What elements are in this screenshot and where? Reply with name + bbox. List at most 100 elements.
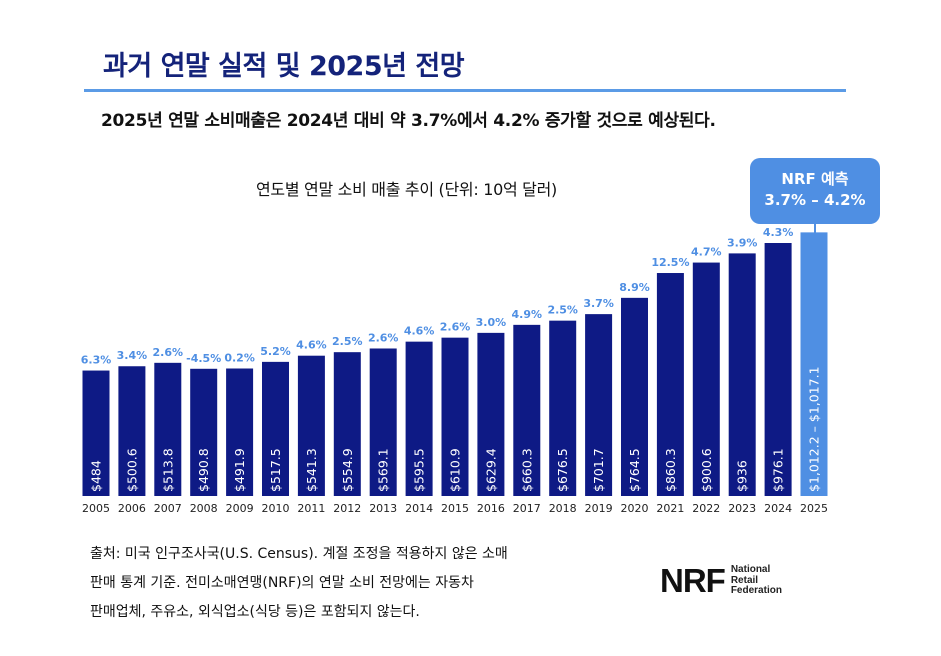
value-label-2017: $660.3 xyxy=(519,448,534,492)
bar-2020 xyxy=(621,297,648,496)
logo-line-1: National xyxy=(730,564,771,576)
bar-2015 xyxy=(441,337,469,496)
value-label-2024: $976.1 xyxy=(771,448,786,492)
value-label-2012: $554.9 xyxy=(340,448,355,492)
bar-2021 xyxy=(656,273,684,496)
bar-2010 xyxy=(262,361,289,496)
growth-label-2006: 3.4% xyxy=(117,349,148,362)
bar-2017 xyxy=(513,324,541,496)
bar-2024 xyxy=(764,243,792,496)
logo-mark: NRF xyxy=(660,562,726,599)
value-label-2021: $860.3 xyxy=(663,448,678,492)
value-label-2010: $517.5 xyxy=(268,448,283,492)
x-tick-2010: 2010 xyxy=(262,502,290,515)
footnote-line-3: 판매업체, 주유소, 외식업소(식당 등)은 포함되지 않는다. xyxy=(90,604,420,620)
x-tick-2007: 2007 xyxy=(154,502,182,515)
x-tick-2012: 2012 xyxy=(333,502,361,515)
value-label-2013: $569.1 xyxy=(376,448,391,492)
bar-2012 xyxy=(333,352,361,496)
value-label-2009: $491.9 xyxy=(232,448,247,492)
growth-label-2011: 4.6% xyxy=(296,339,327,352)
bar-2007 xyxy=(154,362,182,496)
x-tick-2009: 2009 xyxy=(226,502,254,515)
value-label-2022: $900.6 xyxy=(699,448,714,492)
value-label-2015: $610.9 xyxy=(448,448,463,492)
x-tick-2022: 2022 xyxy=(692,502,720,515)
x-tick-2021: 2021 xyxy=(656,502,684,515)
forecast-callout: NRF 예측 3.7% – 4.2% xyxy=(750,158,880,224)
growth-label-2010: 5.2% xyxy=(260,345,291,358)
bar-2011 xyxy=(297,355,325,496)
value-label-2014: $595.5 xyxy=(412,448,427,492)
growth-label-2012: 2.5% xyxy=(332,335,363,348)
bar-2014 xyxy=(405,341,433,496)
title-divider xyxy=(84,89,846,92)
bar-2013 xyxy=(369,348,397,496)
x-tick-2019: 2019 xyxy=(585,502,613,515)
value-label-2005: $484 xyxy=(89,460,104,492)
growth-label-2020: 8.9% xyxy=(619,281,650,294)
x-tick-2023: 2023 xyxy=(728,502,756,515)
growth-label-2021: 12.5% xyxy=(651,256,689,269)
callout-heading: NRF 예측 xyxy=(781,170,849,188)
x-tick-2018: 2018 xyxy=(549,502,577,515)
value-label-2025: $1,012.2 – $1,017.1 xyxy=(807,366,822,492)
growth-label-2019: 3.7% xyxy=(583,297,614,310)
logo-wordmark: National Retail Federation xyxy=(731,565,782,597)
x-tick-2020: 2020 xyxy=(621,502,649,515)
bar-2018 xyxy=(549,320,577,496)
value-label-2020: $764.5 xyxy=(627,448,642,492)
growth-label-2014: 4.6% xyxy=(404,325,435,338)
footnote-line-1: 출처: 미국 인구조사국(U.S. Census). 계절 조정을 적용하지 않… xyxy=(90,546,508,562)
value-label-2011: $541.3 xyxy=(304,448,319,492)
growth-label-2018: 2.5% xyxy=(547,304,578,317)
footnote-line-2: 판매 통계 기준. 전미소매연맹(NRF)의 연말 소비 전망에는 자동차 xyxy=(90,575,474,591)
x-tick-2017: 2017 xyxy=(513,502,541,515)
growth-label-2005: 6.3% xyxy=(81,354,112,367)
value-label-2018: $676.5 xyxy=(555,448,570,492)
x-tick-2015: 2015 xyxy=(441,502,469,515)
bar-2023 xyxy=(728,253,756,496)
growth-label-2022: 4.7% xyxy=(691,246,722,259)
page-title: 과거 연말 실적 및 2025년 전망 xyxy=(103,51,465,82)
chart-title: 연도별 연말 소비 매출 추이 (단위: 10억 달러) xyxy=(256,180,557,199)
growth-label-2015: 2.6% xyxy=(440,321,471,334)
callout-connector xyxy=(814,224,816,244)
logo-line-2: Retail xyxy=(730,574,759,586)
bar-2009 xyxy=(226,368,254,496)
growth-label-2008: -4.5% xyxy=(186,352,221,365)
growth-label-2024: 4.3% xyxy=(763,226,794,239)
growth-label-2007: 2.6% xyxy=(153,346,184,359)
value-label-2019: $701.7 xyxy=(591,448,606,492)
value-label-2016: $629.4 xyxy=(483,448,498,492)
value-label-2008: $490.8 xyxy=(196,448,211,492)
source-footnote: 출처: 미국 인구조사국(U.S. Census). 계절 조정을 적용하지 않… xyxy=(90,540,610,627)
bar-2005 xyxy=(82,370,110,496)
growth-label-2016: 3.0% xyxy=(476,316,507,329)
growth-label-2009: 0.2% xyxy=(224,352,255,365)
value-label-2007: $513.8 xyxy=(160,448,175,492)
bar-2025 xyxy=(800,232,828,496)
bar-2008 xyxy=(190,368,218,496)
x-tick-2005: 2005 xyxy=(82,502,110,515)
bar-2016 xyxy=(477,332,505,496)
growth-label-2023: 3.9% xyxy=(727,236,758,249)
value-label-2006: $500.6 xyxy=(124,448,139,492)
bar-2019 xyxy=(585,314,613,496)
value-label-2023: $936 xyxy=(735,460,750,492)
growth-label-2017: 4.9% xyxy=(512,308,543,321)
x-tick-2016: 2016 xyxy=(477,502,505,515)
x-tick-2008: 2008 xyxy=(190,502,218,515)
nrf-logo: NRF National Retail Federation xyxy=(660,562,782,600)
x-tick-2014: 2014 xyxy=(405,502,433,515)
x-tick-2013: 2013 xyxy=(369,502,397,515)
x-tick-2011: 2011 xyxy=(297,502,325,515)
x-tick-2025: 2025 xyxy=(800,502,828,515)
x-tick-2024: 2024 xyxy=(764,502,792,515)
bar-2006 xyxy=(118,366,146,496)
callout-range: 3.7% – 4.2% xyxy=(764,191,866,209)
growth-label-2013: 2.6% xyxy=(368,331,399,344)
logo-line-3: Federation xyxy=(730,585,782,597)
page-subtitle: 2025년 연말 소비매출은 2024년 대비 약 3.7%에서 4.2% 증가… xyxy=(101,111,716,131)
